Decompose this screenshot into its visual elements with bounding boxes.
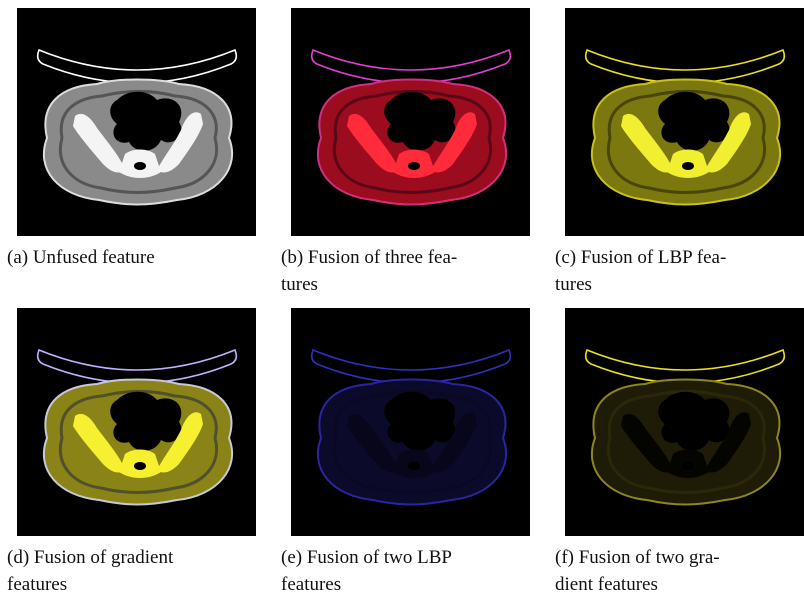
ct-image bbox=[565, 8, 804, 236]
caption-line: tures bbox=[281, 274, 318, 295]
caption-line: dient features bbox=[555, 574, 658, 595]
figure-page: (a) Unfused feature (b) Fusion of three f… bbox=[0, 0, 804, 599]
ct-image bbox=[17, 308, 256, 536]
coccyx-hole bbox=[134, 162, 146, 170]
coccyx-hole bbox=[682, 162, 694, 170]
ct-image bbox=[291, 8, 530, 236]
bowel bbox=[658, 92, 729, 151]
caption-line: (d) Fusion of gradient bbox=[7, 547, 174, 568]
bowel bbox=[110, 92, 181, 151]
ct-image bbox=[291, 308, 530, 536]
caption-line: (f) Fusion of two gra- bbox=[555, 547, 720, 568]
caption-line: features bbox=[281, 574, 341, 595]
coccyx-hole bbox=[134, 462, 146, 470]
coccyx-hole bbox=[682, 462, 694, 470]
caption-line: tures bbox=[555, 274, 592, 295]
caption-line: (e) Fusion of two LBP bbox=[281, 547, 452, 568]
bowel bbox=[384, 392, 455, 451]
caption-line: (a) Unfused feature bbox=[7, 247, 155, 268]
bowel bbox=[658, 392, 729, 451]
coccyx-hole bbox=[408, 162, 420, 170]
ct-image bbox=[565, 308, 804, 536]
ct-image bbox=[17, 8, 256, 236]
coccyx-hole bbox=[408, 462, 420, 470]
caption-line: (c) Fusion of LBP fea- bbox=[555, 247, 726, 268]
caption-line: features bbox=[7, 574, 67, 595]
caption-line: (b) Fusion of three fea- bbox=[281, 247, 457, 268]
bowel bbox=[384, 92, 455, 151]
bowel bbox=[110, 392, 181, 451]
